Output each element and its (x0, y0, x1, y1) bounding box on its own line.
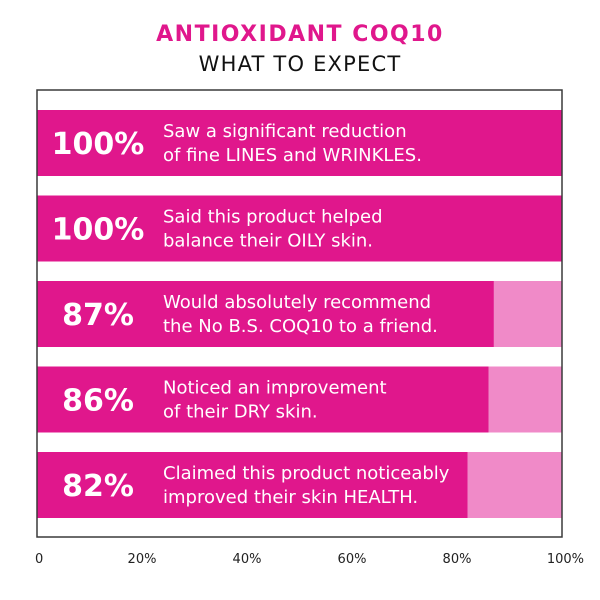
bar-group: 100% Said this product helped balance thei… (37, 195, 562, 262)
bar-category-label: Would absolutely recommend (163, 292, 431, 313)
bar-group: 87% Would absolutely recommend the No B.S.… (37, 281, 562, 347)
bar (37, 281, 494, 347)
x-tick-label: 0 (35, 552, 43, 567)
bar-category-label: of their DRY skin. (163, 402, 318, 423)
chart-title: ANTIOXIDANT COQ10 (156, 22, 444, 47)
bar (37, 110, 562, 176)
bar-value-label: 100% (52, 213, 145, 248)
x-tick-label: 80% (443, 552, 472, 567)
bar-value-label: 87% (62, 298, 134, 333)
x-axis-ticks: 0 20% 40% 60% 80% 100% (35, 552, 584, 567)
bars-layer: 100% Saw a significant reduction of fine L… (37, 110, 562, 518)
bar-category-label: Claimed this product noticeably (163, 463, 450, 484)
bar-category-label: Saw a significant reduction (163, 121, 407, 142)
bar-category-label: improved their skin HEALTH. (163, 487, 418, 508)
bar (37, 195, 562, 262)
bar-category-label: of fine LINES and WRINKLES. (163, 145, 422, 166)
bar (37, 366, 489, 433)
bar-category-label: balance their OILY skin. (163, 231, 373, 252)
bar-value-label: 100% (52, 127, 145, 162)
chart-subtitle: WHAT TO EXPECT (198, 52, 402, 76)
x-tick-label: 20% (128, 552, 157, 567)
bar-category-label: Said this product helped (163, 207, 383, 228)
bar-category-label: the No B.S. COQ10 to a friend. (163, 316, 438, 337)
bar-group: 82% Claimed this product noticeably improv… (37, 452, 562, 518)
bar-group: 86% Noticed an improvement of their DRY sk… (37, 366, 562, 433)
bar (37, 452, 468, 518)
chart-frame (36, 89, 563, 538)
x-tick-label: 60% (338, 552, 367, 567)
x-tick-label: 100% (547, 552, 584, 567)
bar-category-label: Noticed an improvement (163, 378, 387, 399)
x-tick-label: 40% (233, 552, 262, 567)
bar-value-label: 82% (62, 469, 134, 504)
bar-value-label: 86% (62, 384, 134, 419)
bar-group: 100% Saw a significant reduction of fine L… (37, 110, 562, 176)
